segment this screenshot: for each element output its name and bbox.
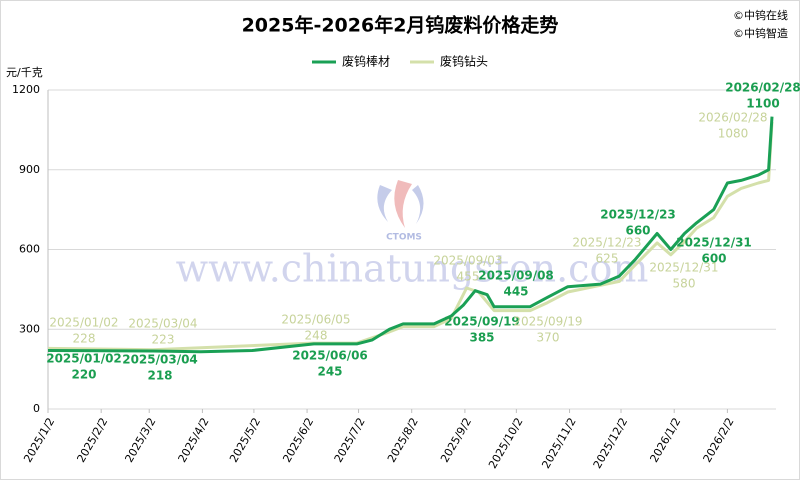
watermark-logo-text: CTOMS bbox=[386, 233, 422, 243]
annotation-value: 220 bbox=[71, 368, 96, 382]
annotation-value: 580 bbox=[673, 277, 696, 291]
annotation-value: 600 bbox=[701, 252, 726, 266]
y-tick-label: 900 bbox=[19, 163, 40, 176]
annotation-date: 2025/03/04 bbox=[128, 317, 197, 331]
y-axis-label: 元/千克 bbox=[6, 66, 43, 79]
annotation-date: 2025/12/31 bbox=[649, 261, 718, 275]
y-tick-label: 0 bbox=[33, 402, 40, 415]
annotation-value: 625 bbox=[596, 252, 619, 266]
annotation-value: 445 bbox=[503, 285, 528, 299]
annotation-value: 1100 bbox=[746, 97, 779, 111]
annotation-date: 2025/12/23 bbox=[572, 236, 641, 250]
annotation-value: 1080 bbox=[718, 127, 749, 141]
y-tick-label: 300 bbox=[19, 322, 40, 335]
chart-title: 2025年-2026年2月钨废料价格走势 bbox=[242, 14, 559, 37]
credit: ©中钨智造 bbox=[733, 26, 788, 40]
annotation-date: 2025/09/03 bbox=[433, 254, 502, 268]
annotation-date: 2025/12/31 bbox=[676, 236, 752, 250]
annotation-date: 2026/02/28 bbox=[698, 111, 767, 125]
y-tick-label: 600 bbox=[19, 243, 40, 256]
annotation-date: 2025/09/19 bbox=[513, 315, 582, 329]
annotation-value: 385 bbox=[469, 331, 494, 345]
annotation-date: 2026/02/28 bbox=[725, 81, 800, 95]
annotation-value: 218 bbox=[147, 369, 172, 383]
annotation-value: 223 bbox=[152, 333, 175, 347]
watermark: www.chinatungsten.com bbox=[176, 247, 649, 291]
annotation-value: 370 bbox=[537, 331, 560, 345]
legend-label: 废钨钻头 bbox=[440, 54, 488, 69]
annotation-date: 2025/06/05 bbox=[281, 313, 350, 327]
y-tick-label: 1200 bbox=[12, 83, 40, 96]
annotation-date: 2025/01/02 bbox=[49, 316, 118, 330]
legend-label: 废钨棒材 bbox=[342, 54, 390, 69]
annotation-value: 455 bbox=[457, 270, 480, 284]
annotation-date: 2025/01/02 bbox=[46, 352, 122, 366]
watermark-logo bbox=[377, 180, 424, 228]
annotation-date: 2025/09/08 bbox=[478, 269, 554, 283]
annotation-value: 228 bbox=[73, 332, 96, 346]
annotation-date: 2025/12/23 bbox=[600, 208, 676, 222]
annotation-value: 248 bbox=[305, 329, 328, 343]
annotation-value: 245 bbox=[317, 365, 342, 379]
annotation-date: 2025/06/06 bbox=[292, 349, 368, 363]
series-line bbox=[47, 116, 774, 354]
annotation-date: 2025/03/04 bbox=[122, 353, 198, 367]
annotation-date: 2025/09/19 bbox=[444, 315, 520, 329]
credit: ©中钨在线 bbox=[733, 8, 788, 22]
annotation-value: 660 bbox=[625, 224, 650, 238]
series-line bbox=[47, 121, 774, 352]
